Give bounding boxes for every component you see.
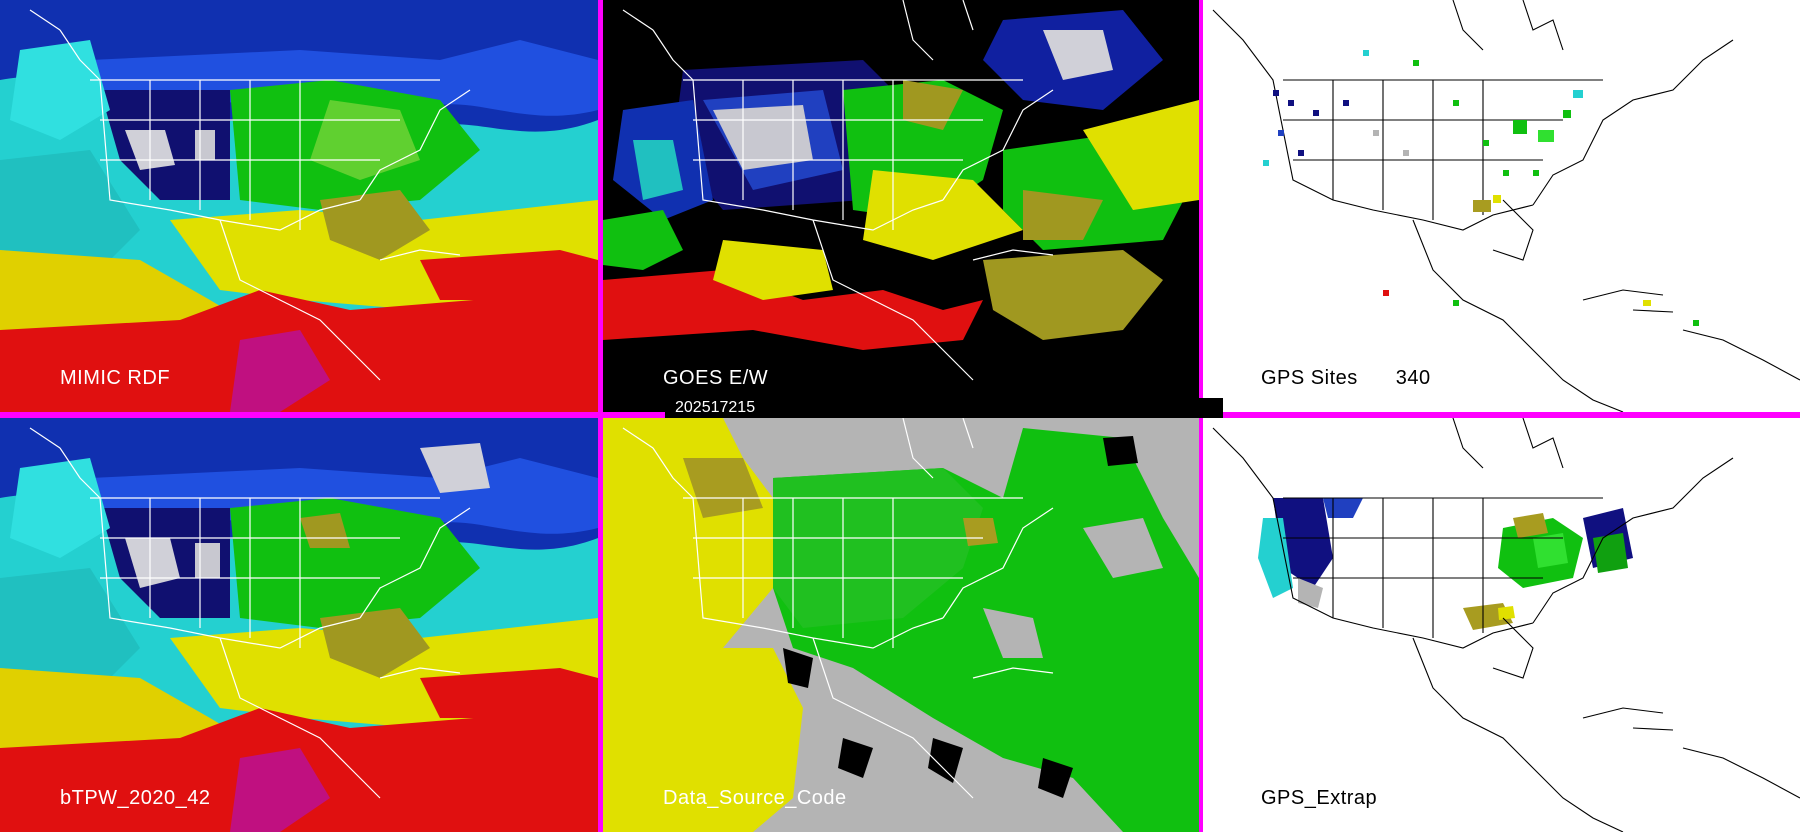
map-panel-gps-extrap: GPS_Extrap [1203,418,1800,832]
gps-site-markers [1263,50,1699,326]
data-source-map-image [603,418,1199,832]
goes-map-image [603,0,1199,412]
mimic-map-image [0,0,598,412]
panel-label-data-source-code: Data_Source_Code [663,787,847,809]
panel-label-goes: GOES E/W [663,367,769,389]
gps-sites-count: 340 [1395,367,1431,389]
panel-label-mimic: MIMIC RDF [60,367,171,389]
map-panel-gps-sites: GPS Sites 340 [1203,0,1800,412]
gps-sites-label: GPS Sites [1261,367,1358,389]
map-panel-btpw: bTPW_2020_42 [0,418,598,832]
panel-label-gps-extrap: GPS_Extrap [1261,787,1378,809]
map-panel-mimic-rdf: MIMIC RDF [0,0,598,412]
timestamp-bar: 202517215 [665,398,1223,418]
map-panel-data-source-code: Data_Source_Code [603,418,1199,832]
btpw-map-image [0,418,598,832]
gps-extrap-map-image [1203,418,1800,832]
map-panel-goes: GOES E/W [603,0,1199,412]
panel-label-gps-sites: GPS Sites 340 [1261,367,1431,390]
gps-sites-map-image [1203,0,1800,412]
timestamp-text: 202517215 [675,399,756,416]
panel-label-btpw: bTPW_2020_42 [60,787,211,809]
